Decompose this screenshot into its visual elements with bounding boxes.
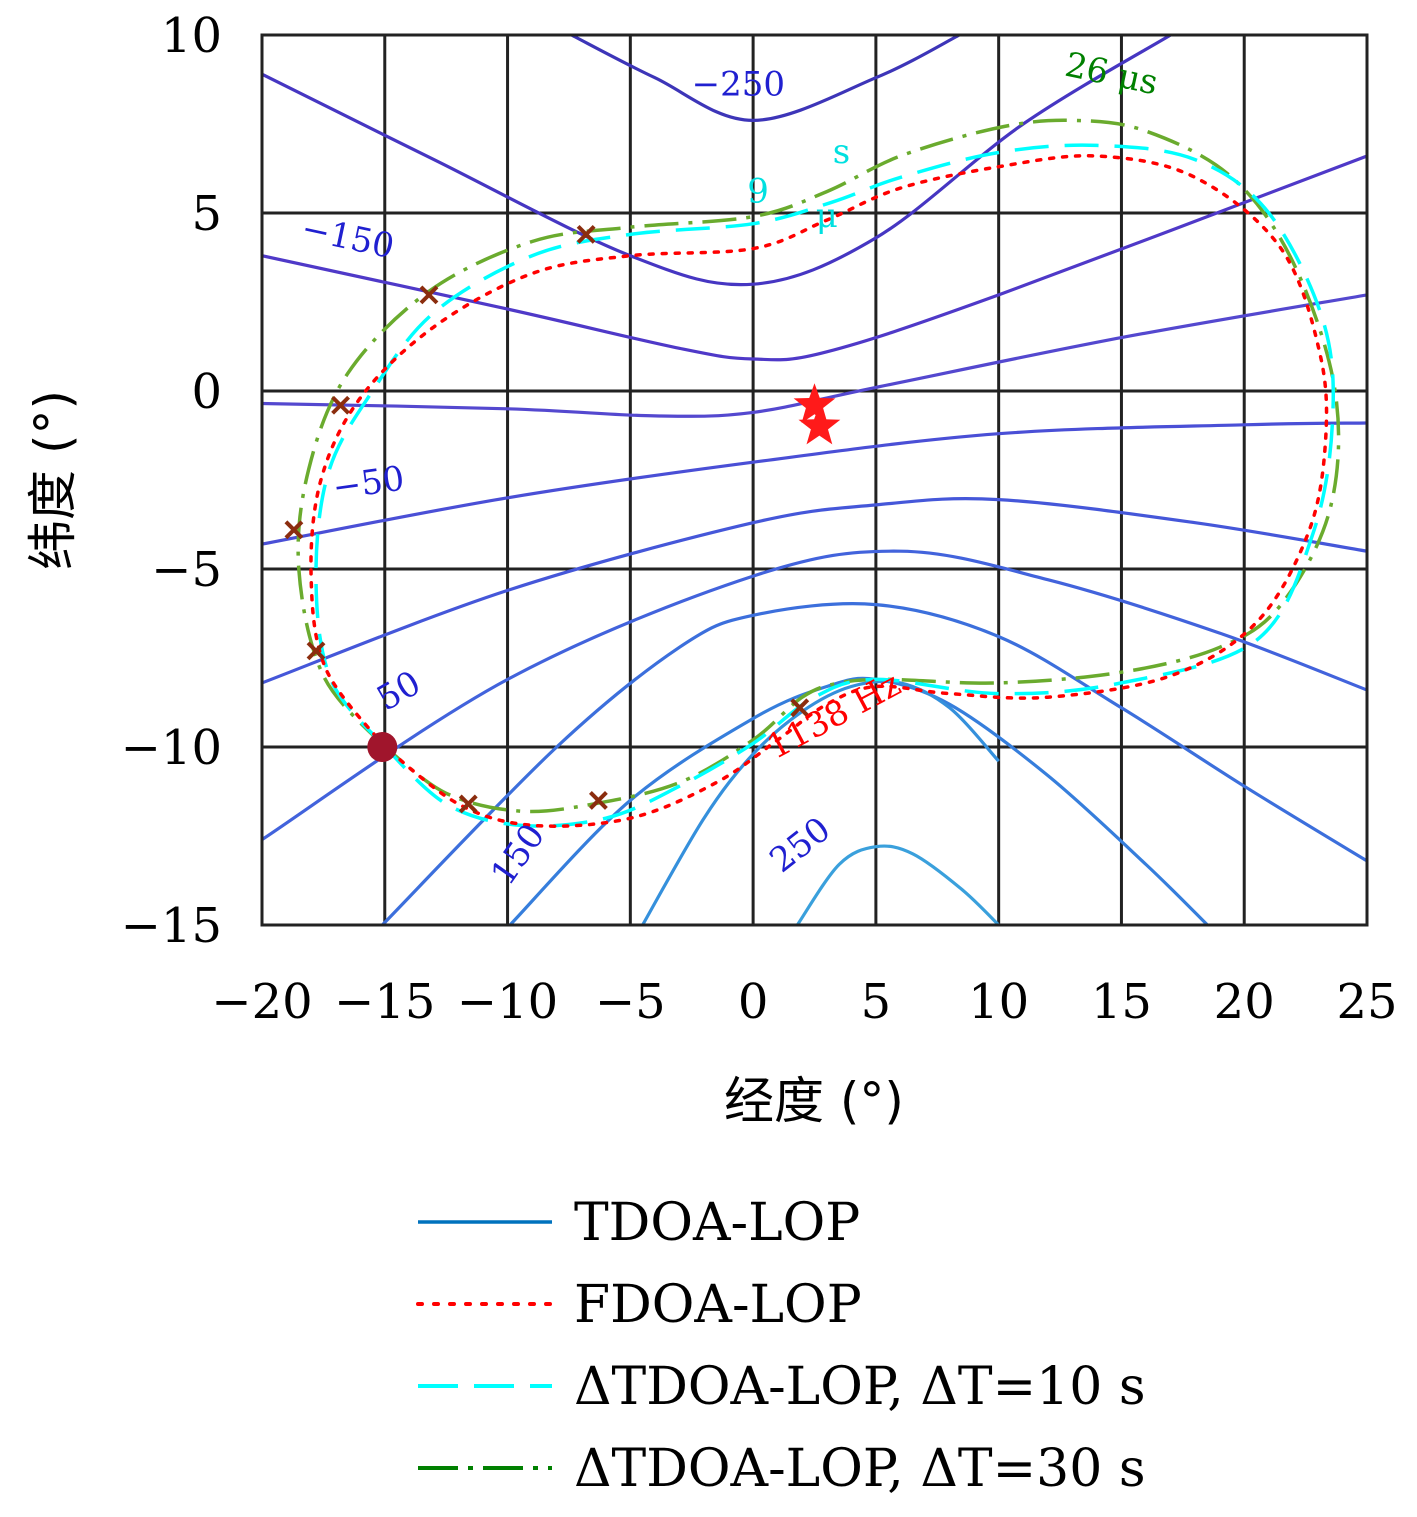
- true-position-star: [793, 383, 836, 423]
- x-tick-label: −15: [334, 974, 435, 1030]
- tdoa-lop-line: [795, 844, 1000, 925]
- plot-frame: [260, 33, 1369, 927]
- contour-label: −50: [330, 459, 407, 509]
- x-tick-label: −10: [457, 974, 558, 1030]
- contour-label: −150: [298, 209, 398, 268]
- x-axis-title: 经度 (°): [724, 1072, 904, 1130]
- tdoa-lop-line: [262, 497, 1367, 685]
- intersection-marker: [458, 794, 478, 814]
- markers: [284, 224, 841, 814]
- y-tick-label: 5: [191, 186, 222, 242]
- estimated-position-dot: [367, 732, 398, 762]
- intersection-marker: [419, 285, 439, 305]
- y-tick-label: −10: [121, 720, 222, 776]
- x-tick-label: 0: [738, 974, 769, 1030]
- tdoa-lop-line: [262, 549, 1367, 841]
- legend-label: FDOA-LOP: [574, 1275, 862, 1335]
- intersection-marker: [331, 395, 350, 415]
- y-tick-labels: 10 5 0 −5 −10 −15: [121, 8, 222, 954]
- x-tick-labels: −20 −15 −10 −5 0 5 10 15 20 25: [211, 974, 1397, 1030]
- legend-label: ΔTDOA-LOP, ΔT=10 s: [574, 1357, 1146, 1417]
- ellipse-series: [296, 118, 1341, 828]
- legend-item: FDOA-LOP: [416, 1275, 862, 1335]
- contour-label: −250: [692, 65, 785, 105]
- y-tick-label: 0: [191, 364, 222, 420]
- intersection-marker: [790, 698, 810, 718]
- intersection-marker: [284, 520, 304, 540]
- legend: TDOA-LOP FDOA-LOP ΔTDOA-LOP, ΔT=10 s ΔTDOA-…: [416, 1193, 1146, 1499]
- contour-label: μ: [816, 196, 838, 236]
- tdoa-lop-line: [570, 35, 961, 123]
- true-position-star: [798, 404, 841, 445]
- y-axis-title: 纬度 (°): [24, 390, 82, 570]
- x-tick-label: 25: [1336, 974, 1397, 1030]
- dtdoa10-lop-line: [314, 143, 1336, 828]
- y-tick-label: 10: [161, 8, 222, 64]
- contour-label: 150: [483, 817, 553, 893]
- legend-label: ΔTDOA-LOP, ΔT=30 s: [574, 1439, 1146, 1499]
- intersection-marker: [576, 224, 596, 244]
- contour-label: 9: [747, 171, 769, 211]
- legend-item: ΔTDOA-LOP, ΔT=30 s: [418, 1439, 1146, 1499]
- intersection-marker: [306, 641, 326, 661]
- x-tick-label: −20: [211, 974, 312, 1030]
- legend-label: TDOA-LOP: [574, 1193, 860, 1253]
- contour-label: 50: [370, 663, 427, 719]
- x-tick-label: 20: [1214, 974, 1275, 1030]
- dtdoa30-lop-line: [296, 118, 1341, 814]
- tdoa-lop-line: [262, 293, 1367, 418]
- tdoa-lop-line: [381, 602, 1367, 925]
- tdoa-lop-line: [262, 421, 1367, 546]
- tdoa-lop-line: [641, 679, 1000, 925]
- x-tick-label: 10: [968, 974, 1029, 1030]
- x-tick-label: 15: [1091, 974, 1152, 1030]
- legend-item: TDOA-LOP: [418, 1193, 860, 1253]
- contour-label: 250: [762, 809, 838, 880]
- x-tick-label: −5: [595, 974, 666, 1030]
- y-tick-label: −15: [121, 898, 222, 954]
- legend-item: ΔTDOA-LOP, ΔT=10 s: [418, 1357, 1146, 1417]
- x-tick-label: 5: [861, 974, 892, 1030]
- intersection-marker: [588, 790, 608, 810]
- contour-label: 26 μs: [1062, 45, 1162, 104]
- contour-label: s: [833, 132, 850, 172]
- y-tick-label: −5: [151, 542, 222, 598]
- tdoa-lop-line: [262, 154, 1367, 362]
- plot-area: [262, 35, 1367, 925]
- fdoa-lop-line: [309, 153, 1329, 828]
